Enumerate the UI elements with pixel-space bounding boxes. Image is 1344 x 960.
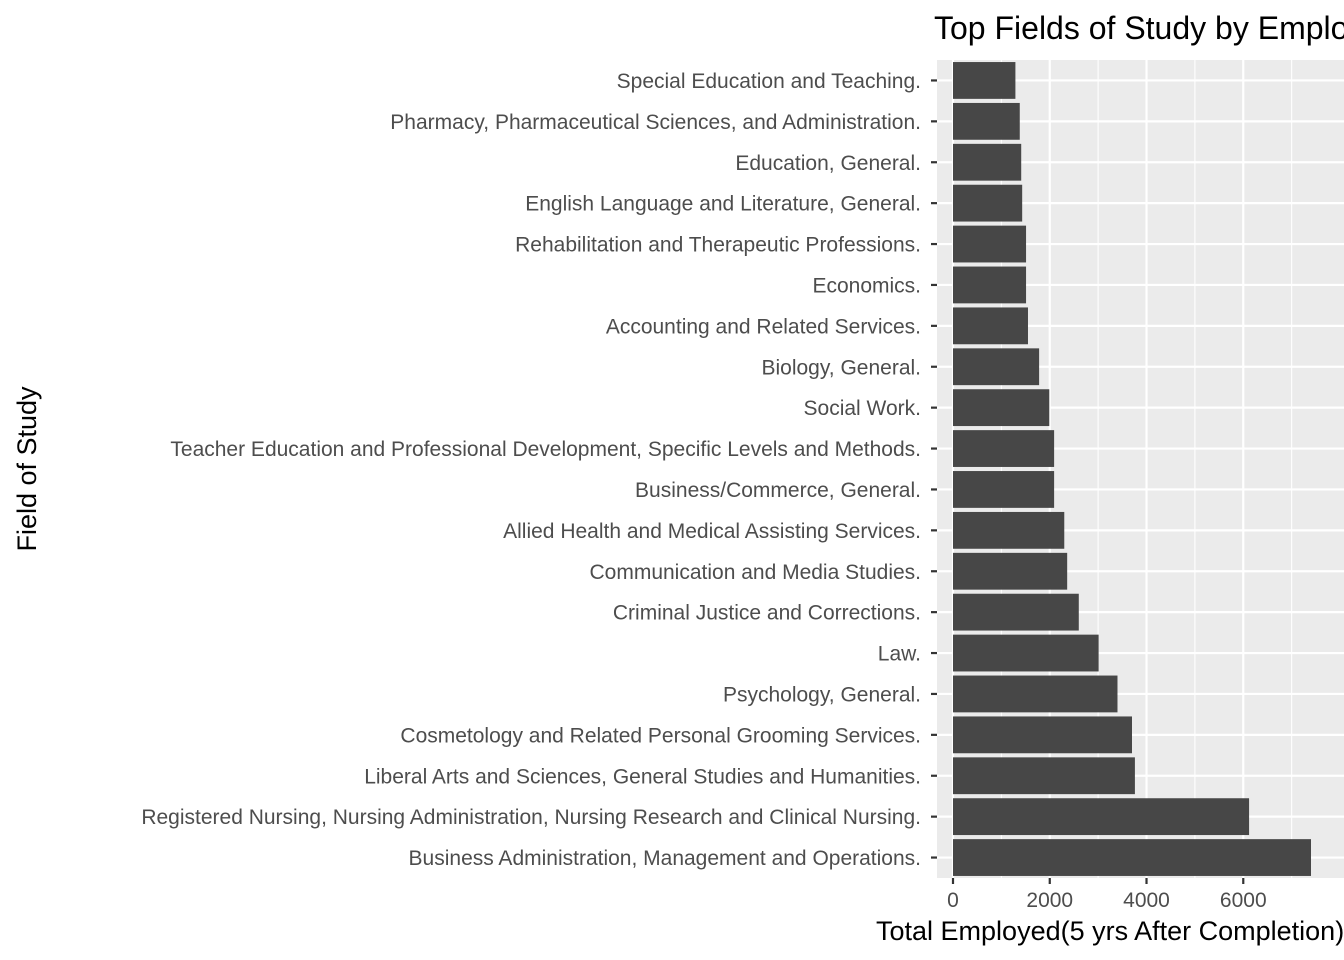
y-axis: Business Administration, Management and … <box>141 70 937 870</box>
bar <box>953 757 1135 795</box>
category-label: Social Work. <box>804 397 921 420</box>
category-label: Teacher Education and Professional Devel… <box>170 438 921 461</box>
category-label: Business/Commerce, General. <box>635 479 921 502</box>
x-axis-title: Total Employed(5 yrs After Completion) <box>876 916 1344 946</box>
bar <box>953 348 1040 386</box>
category-label: Liberal Arts and Sciences, General Studi… <box>364 765 921 788</box>
category-label: Law. <box>878 643 921 666</box>
plot-panel <box>937 60 1344 878</box>
x-tick-label: 6000 <box>1220 889 1267 912</box>
bar <box>953 266 1027 304</box>
bar <box>953 511 1065 549</box>
bar <box>953 839 1311 876</box>
bars <box>953 62 1311 876</box>
bar <box>953 143 1022 181</box>
bar <box>953 552 1068 590</box>
category-label: Education, General. <box>735 152 921 175</box>
category-label: Allied Health and Medical Assisting Serv… <box>503 520 921 543</box>
category-label: Cosmetology and Related Personal Groomin… <box>400 724 921 747</box>
category-label: Rehabilitation and Therapeutic Professio… <box>515 234 921 257</box>
category-label: Pharmacy, Pharmaceutical Sciences, and A… <box>390 111 921 134</box>
category-label: Special Education and Teaching. <box>617 70 921 93</box>
bar <box>953 307 1028 345</box>
category-label: Biology, General. <box>761 356 921 379</box>
category-label: English Language and Literature, General… <box>525 193 921 216</box>
x-tick-label: 4000 <box>1123 889 1170 912</box>
x-tick-label: 0 <box>947 889 959 912</box>
bar <box>953 62 1016 99</box>
bar <box>953 634 1099 672</box>
bar <box>953 430 1055 467</box>
x-tick-label: 2000 <box>1026 889 1073 912</box>
category-label: Criminal Justice and Corrections. <box>613 602 921 625</box>
category-label: Communication and Media Studies. <box>589 561 921 584</box>
category-label: Registered Nursing, Nursing Administrati… <box>141 806 921 829</box>
category-label: Economics. <box>812 274 921 297</box>
category-label: Accounting and Related Services. <box>606 315 921 338</box>
y-axis-title: Field of Study <box>12 386 42 552</box>
chart-title: Top Fields of Study by Employment <box>934 10 1344 46</box>
bar <box>953 225 1027 263</box>
category-label: Psychology, General. <box>723 683 921 706</box>
bar <box>953 471 1055 508</box>
bar <box>953 102 1020 140</box>
bar <box>953 675 1118 713</box>
bar <box>953 184 1023 222</box>
bar <box>953 798 1250 836</box>
bar <box>953 389 1050 427</box>
bar <box>953 716 1132 754</box>
bar <box>953 593 1079 631</box>
x-axis: 0 2000 4000 6000 <box>947 878 1267 912</box>
category-label: Business Administration, Management and … <box>409 847 921 870</box>
